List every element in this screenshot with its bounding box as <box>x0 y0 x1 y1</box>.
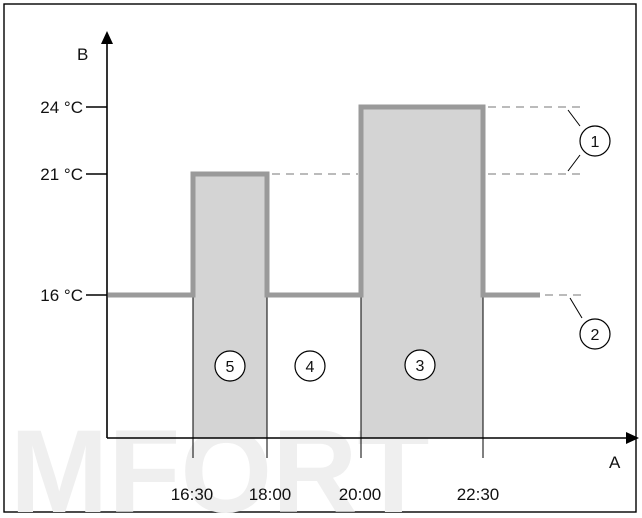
callout-5-circle <box>214 350 246 382</box>
comfort-period-shading <box>193 174 267 438</box>
callout-1-leader-top <box>567 109 581 127</box>
y-axis-arrow <box>101 31 113 44</box>
callout-2-circle <box>579 318 611 350</box>
callout-2-number: 2 <box>591 327 600 344</box>
callout-1-circle <box>579 125 611 157</box>
y-tick-label-16: 16 °C <box>40 286 83 305</box>
callout-3-circle <box>404 349 436 381</box>
x-tick-label-1630: 16:30 <box>171 485 214 504</box>
callout-4-number: 4 <box>306 359 315 376</box>
x-tick-label-1800: 18:00 <box>249 485 292 504</box>
y-tick-label-21: 21 °C <box>40 165 83 184</box>
diagram-border <box>3 3 637 513</box>
callout-1-leader-bottom <box>567 154 581 172</box>
y-axis-label: B <box>77 45 88 64</box>
boost-period-shading <box>361 107 483 438</box>
x-tick-label-2230: 22:30 <box>457 485 500 504</box>
x-axis-label: A <box>609 453 621 472</box>
callout-3-number: 3 <box>416 358 425 375</box>
y-tick-label-24: 24 °C <box>40 98 83 117</box>
temperature-profile-line <box>108 104 540 298</box>
callout-5-number: 5 <box>226 359 235 376</box>
callout-2-leader <box>569 297 583 319</box>
x-tick-label-2000: 20:00 <box>339 485 382 504</box>
callout-1-number: 1 <box>591 134 600 151</box>
callout-4-circle <box>294 350 326 382</box>
x-axis-arrow <box>626 432 639 444</box>
